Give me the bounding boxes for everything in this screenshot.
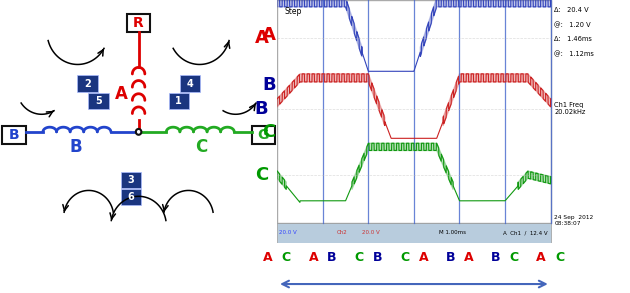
Text: Ch2: Ch2 [337,230,348,235]
Text: B: B [445,251,455,264]
Text: C: C [282,251,291,264]
Text: 20.0 V: 20.0 V [362,230,380,235]
Text: C: C [400,251,410,264]
FancyBboxPatch shape [169,93,189,109]
Text: A: A [255,29,268,47]
Text: R: R [133,16,144,30]
Text: C: C [255,166,268,184]
Text: B: B [255,100,268,118]
Circle shape [136,129,141,135]
Text: A: A [115,85,128,103]
Text: 4: 4 [186,79,193,88]
Text: C: C [355,251,364,264]
Text: Δ:   20.4 V: Δ: 20.4 V [554,7,589,13]
Text: 24 Sep  2012
08:38:07: 24 Sep 2012 08:38:07 [554,215,593,226]
FancyBboxPatch shape [180,75,200,92]
FancyBboxPatch shape [3,126,25,144]
Text: 3: 3 [127,175,134,185]
FancyBboxPatch shape [277,0,551,222]
Text: B: B [491,251,500,264]
Text: A: A [536,251,546,264]
Text: @:   1.12ms: @: 1.12ms [554,51,594,57]
Text: 6: 6 [127,192,134,202]
Text: Δ:   1.46ms: Δ: 1.46ms [554,36,592,42]
Text: A  Ch1  /  12.4 V: A Ch1 / 12.4 V [503,230,547,235]
Text: 1: 1 [175,96,182,106]
Text: G: G [258,128,269,142]
Text: C: C [555,251,564,264]
FancyBboxPatch shape [77,75,98,92]
Text: B: B [373,251,382,264]
FancyBboxPatch shape [277,222,551,243]
Text: A: A [464,251,474,264]
Text: A: A [263,251,273,264]
Text: Step: Step [284,7,302,16]
FancyBboxPatch shape [120,189,141,205]
Text: C: C [510,251,518,264]
Text: 20.0 V: 20.0 V [279,230,297,235]
FancyBboxPatch shape [120,172,141,188]
Text: M 1.00ms: M 1.00ms [440,230,466,235]
Text: @:   1.20 V: @: 1.20 V [554,22,591,28]
Text: B: B [70,137,83,156]
Text: A: A [262,26,276,44]
FancyBboxPatch shape [127,14,150,32]
Text: B: B [262,76,276,94]
Text: 2: 2 [84,79,91,88]
Text: B: B [328,251,337,264]
Text: Ch1 Freq
20.02kHz: Ch1 Freq 20.02kHz [554,102,585,115]
FancyBboxPatch shape [88,93,108,109]
Text: C: C [262,123,275,141]
Text: C: C [195,137,207,156]
Text: 5: 5 [95,96,102,106]
FancyBboxPatch shape [252,126,275,144]
Text: A: A [309,251,318,264]
Text: B: B [9,128,19,142]
Text: A: A [418,251,428,264]
